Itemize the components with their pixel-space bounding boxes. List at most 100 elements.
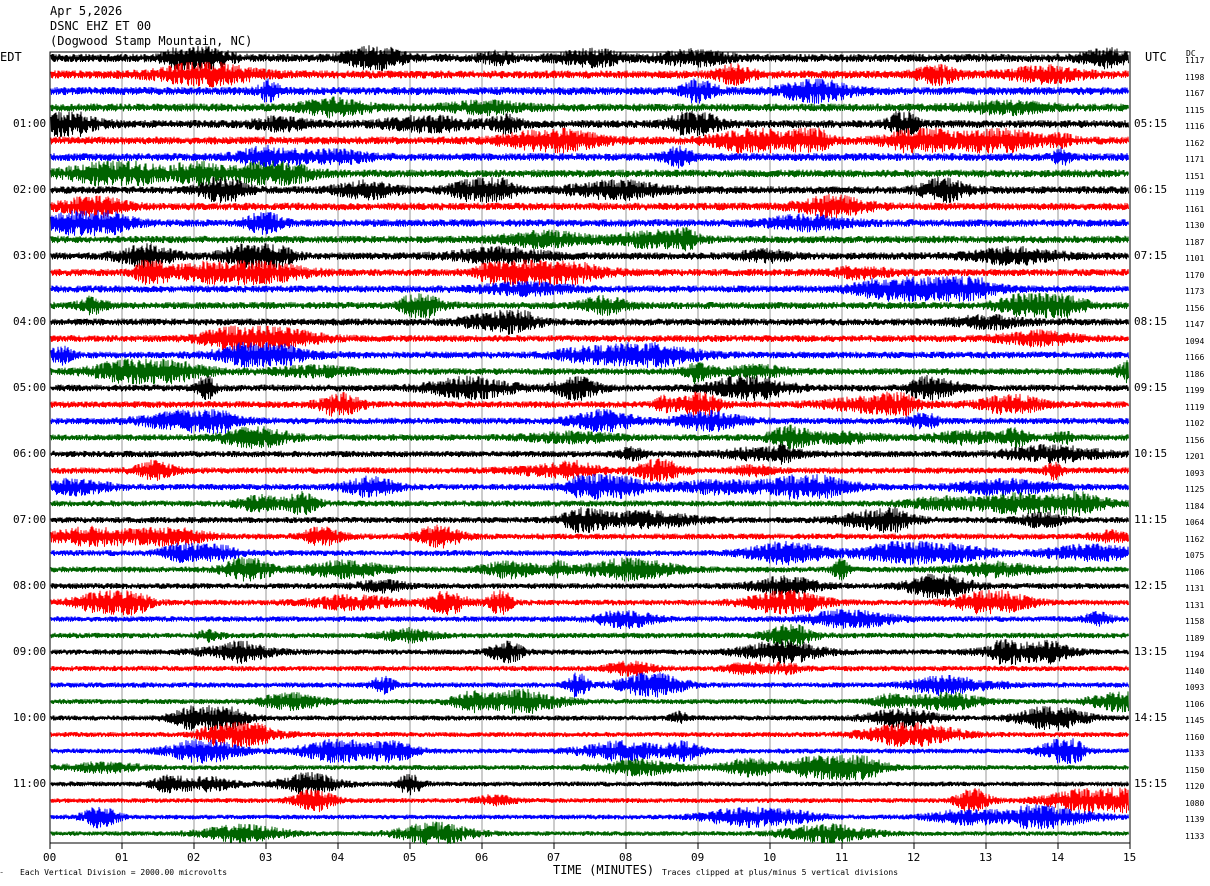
station-code: DSNC EHZ ET 00 bbox=[50, 19, 152, 33]
dc-offset-label: 1170 bbox=[1185, 270, 1205, 280]
clip-note: Traces clipped at plus/minus 5 vertical … bbox=[662, 868, 899, 877]
dc-offset-label: 1160 bbox=[1185, 732, 1205, 742]
trace-row-42 bbox=[50, 721, 1129, 748]
trace-row-23 bbox=[50, 408, 1129, 434]
dc-offset-label: 1117 bbox=[1185, 56, 1205, 65]
dc-offset-label: 1119 bbox=[1185, 188, 1205, 197]
x-tick-label: 08 bbox=[619, 851, 633, 864]
right-hour-label: 12:15 bbox=[1134, 579, 1168, 592]
trace-row-46 bbox=[50, 787, 1129, 814]
x-tick-label: 11 bbox=[835, 851, 849, 864]
dc-offset-label: 1130 bbox=[1185, 221, 1205, 230]
dc-offset-label: 1080 bbox=[1185, 798, 1205, 808]
trace-row-8 bbox=[50, 160, 1129, 187]
station-location: (Dogwood Stamp Mountain, NC) bbox=[50, 34, 253, 48]
dc-offset-label: 1189 bbox=[1185, 633, 1205, 643]
left-hour-label: 07:00 bbox=[13, 513, 47, 526]
dc-offset-label: 1184 bbox=[1185, 501, 1205, 511]
trace-row-5 bbox=[50, 110, 1129, 137]
right-hour-label: 13:15 bbox=[1134, 645, 1168, 658]
dc-offset-label: 1147 bbox=[1185, 320, 1205, 329]
trace-row-16 bbox=[50, 292, 1129, 319]
left-hour-label: 03:00 bbox=[13, 249, 47, 262]
trace-row-33 bbox=[50, 573, 1129, 599]
x-tick-label: 09 bbox=[691, 851, 705, 864]
dc-offset-label: 1102 bbox=[1185, 419, 1205, 428]
trace-row-1 bbox=[50, 45, 1129, 71]
trace-row-7 bbox=[50, 144, 1129, 170]
dc-offset-label: 1064 bbox=[1185, 518, 1205, 527]
trace-row-9 bbox=[50, 176, 1129, 204]
dc-offset-label: 1194 bbox=[1185, 650, 1205, 659]
trace-row-4 bbox=[50, 96, 1129, 119]
x-tick-label: 00 bbox=[43, 851, 57, 864]
dc-offset-label: 1158 bbox=[1185, 617, 1205, 626]
trace-row-29 bbox=[50, 506, 1129, 533]
trace-row-13 bbox=[50, 243, 1129, 270]
x-tick-label: 05 bbox=[403, 851, 417, 864]
left-hour-label: 10:00 bbox=[13, 711, 47, 724]
left-hour-label: 04:00 bbox=[13, 315, 47, 328]
trace-row-35 bbox=[50, 608, 1129, 630]
x-tick-label: 03 bbox=[259, 851, 273, 864]
x-tick-label: 10 bbox=[763, 851, 777, 864]
right-hour-label: 15:15 bbox=[1134, 777, 1168, 790]
dc-offset-label: 1162 bbox=[1185, 138, 1205, 148]
scale-note: Each Vertical Division = 2000.00 microvo… bbox=[20, 868, 228, 877]
right-hour-label: 07:15 bbox=[1134, 249, 1168, 262]
x-tick-label: 12 bbox=[907, 851, 921, 864]
dc-offset-label: 1161 bbox=[1185, 204, 1205, 214]
trace-row-14 bbox=[50, 259, 1129, 286]
dc-offset-label: 1093 bbox=[1185, 468, 1205, 478]
trace-row-24 bbox=[50, 424, 1129, 450]
dc-offset-label: 1151 bbox=[1185, 171, 1205, 181]
dc-offset-label: 1171 bbox=[1185, 155, 1205, 164]
dc-offset-label: 1140 bbox=[1185, 666, 1205, 676]
trace-row-17 bbox=[50, 309, 1129, 335]
trace-row-31 bbox=[50, 540, 1129, 566]
trace-row-25 bbox=[50, 443, 1129, 465]
dc-offset-label: 1119 bbox=[1185, 402, 1205, 412]
x-axis-title: TIME (MINUTES) bbox=[553, 863, 655, 877]
trace-row-11 bbox=[50, 210, 1129, 237]
dc-offset-label: 1131 bbox=[1185, 600, 1205, 610]
trace-row-12 bbox=[50, 227, 1129, 252]
trace-row-48 bbox=[50, 821, 1129, 845]
scale-icon: ᐨ bbox=[0, 870, 4, 879]
dc-offset-label: 1173 bbox=[1185, 287, 1205, 296]
dc-offset-label: 1133 bbox=[1185, 831, 1205, 841]
trace-row-20 bbox=[50, 358, 1129, 385]
trace-row-3 bbox=[50, 78, 1129, 104]
dc-offset-label: 1133 bbox=[1185, 749, 1205, 758]
dc-offset-label: 1106 bbox=[1185, 699, 1205, 709]
left-hour-label: 08:00 bbox=[13, 579, 47, 592]
dc-offset-label: 1201 bbox=[1185, 452, 1205, 461]
trace-row-18 bbox=[50, 325, 1129, 351]
trace-row-21 bbox=[50, 374, 1129, 401]
right-hour-label: 10:15 bbox=[1134, 447, 1168, 460]
dc-offset-label: 1156 bbox=[1185, 435, 1205, 445]
right-hour-label: 09:15 bbox=[1134, 381, 1168, 394]
right-hour-label: 14:15 bbox=[1134, 711, 1168, 724]
trace-row-38 bbox=[50, 660, 1129, 677]
dc-offset-label: 1101 bbox=[1185, 254, 1205, 263]
x-tick-label: 01 bbox=[115, 851, 129, 864]
x-tick-label: 14 bbox=[1051, 851, 1065, 864]
right-hour-label: 06:15 bbox=[1134, 183, 1168, 196]
trace-row-2 bbox=[50, 61, 1129, 88]
trace-row-30 bbox=[50, 524, 1129, 549]
trace-row-34 bbox=[50, 589, 1129, 616]
left-hour-label: 11:00 bbox=[13, 777, 47, 790]
trace-row-22 bbox=[50, 391, 1129, 418]
dc-offset-label: 1115 bbox=[1185, 105, 1205, 115]
dc-offset-header: DC bbox=[1186, 49, 1196, 58]
trace-row-43 bbox=[50, 738, 1129, 765]
x-tick-label: 06 bbox=[475, 851, 489, 864]
left-timezone-label: EDT bbox=[0, 50, 22, 64]
dc-offset-label: 1094 bbox=[1185, 336, 1205, 346]
dc-offset-label: 1145 bbox=[1185, 716, 1205, 725]
dc-offset-label: 1186 bbox=[1185, 369, 1205, 379]
left-hour-label: 09:00 bbox=[13, 645, 47, 658]
trace-row-37 bbox=[50, 639, 1129, 665]
